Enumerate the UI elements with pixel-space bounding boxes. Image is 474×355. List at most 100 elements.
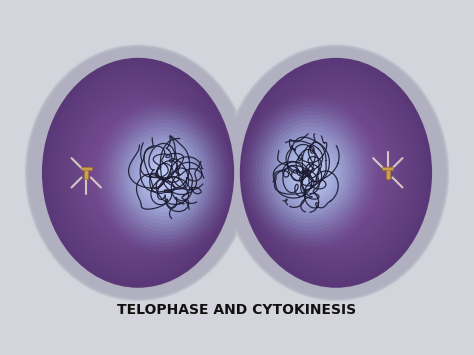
Ellipse shape: [29, 48, 247, 297]
Ellipse shape: [225, 47, 447, 299]
Ellipse shape: [243, 61, 429, 284]
Ellipse shape: [270, 94, 402, 252]
Ellipse shape: [80, 103, 196, 242]
Ellipse shape: [286, 113, 386, 233]
Ellipse shape: [254, 74, 419, 272]
Ellipse shape: [289, 149, 330, 196]
Ellipse shape: [158, 170, 171, 185]
Ellipse shape: [292, 120, 380, 226]
Ellipse shape: [27, 47, 249, 299]
Ellipse shape: [308, 139, 364, 206]
Ellipse shape: [316, 149, 356, 197]
Ellipse shape: [55, 74, 220, 272]
Ellipse shape: [281, 106, 391, 239]
Ellipse shape: [94, 120, 182, 226]
Ellipse shape: [262, 119, 357, 227]
Ellipse shape: [275, 100, 397, 245]
Ellipse shape: [251, 71, 421, 275]
Ellipse shape: [102, 130, 174, 216]
Ellipse shape: [72, 94, 204, 252]
Ellipse shape: [124, 131, 205, 224]
Ellipse shape: [262, 84, 410, 262]
Ellipse shape: [97, 100, 232, 255]
Ellipse shape: [103, 108, 226, 247]
Ellipse shape: [110, 116, 219, 239]
Ellipse shape: [144, 154, 185, 201]
Ellipse shape: [297, 126, 375, 219]
Text: TELOPHASE AND CYTOKINESIS: TELOPHASE AND CYTOKINESIS: [118, 303, 356, 317]
Ellipse shape: [154, 166, 174, 189]
Ellipse shape: [96, 123, 180, 223]
Ellipse shape: [118, 149, 158, 197]
Ellipse shape: [147, 158, 182, 197]
Ellipse shape: [245, 64, 427, 281]
Ellipse shape: [110, 139, 166, 206]
Ellipse shape: [278, 103, 394, 242]
Ellipse shape: [300, 161, 320, 184]
Bar: [84, 166, 88, 179]
Ellipse shape: [319, 152, 353, 193]
Ellipse shape: [292, 153, 327, 192]
Ellipse shape: [66, 87, 210, 258]
Ellipse shape: [64, 84, 212, 262]
Ellipse shape: [302, 133, 369, 213]
Ellipse shape: [279, 138, 340, 208]
Ellipse shape: [276, 134, 344, 212]
Ellipse shape: [74, 97, 201, 248]
Ellipse shape: [100, 104, 229, 251]
Ellipse shape: [61, 81, 215, 265]
Ellipse shape: [105, 133, 172, 213]
Ellipse shape: [107, 112, 222, 243]
Ellipse shape: [161, 174, 168, 181]
Ellipse shape: [303, 165, 316, 180]
Ellipse shape: [242, 95, 377, 250]
Ellipse shape: [252, 107, 367, 239]
Ellipse shape: [264, 87, 408, 258]
Ellipse shape: [289, 116, 383, 229]
Ellipse shape: [283, 110, 389, 236]
Ellipse shape: [121, 152, 155, 193]
Ellipse shape: [107, 136, 169, 209]
Ellipse shape: [256, 77, 416, 268]
Ellipse shape: [313, 146, 358, 200]
Ellipse shape: [141, 151, 188, 204]
Ellipse shape: [77, 100, 199, 245]
Ellipse shape: [53, 71, 223, 275]
Ellipse shape: [42, 58, 234, 288]
Ellipse shape: [47, 64, 229, 281]
Ellipse shape: [294, 123, 378, 223]
Ellipse shape: [45, 61, 231, 284]
Ellipse shape: [286, 146, 333, 200]
Ellipse shape: [300, 130, 372, 216]
Ellipse shape: [151, 162, 178, 193]
Ellipse shape: [272, 130, 347, 215]
Ellipse shape: [127, 135, 202, 220]
Ellipse shape: [69, 91, 207, 255]
Ellipse shape: [113, 142, 164, 203]
Ellipse shape: [58, 77, 218, 268]
Ellipse shape: [116, 146, 161, 200]
Ellipse shape: [120, 127, 209, 228]
Ellipse shape: [273, 97, 400, 248]
Ellipse shape: [83, 106, 193, 239]
Ellipse shape: [269, 126, 350, 219]
Ellipse shape: [50, 67, 226, 278]
Ellipse shape: [227, 48, 445, 297]
Ellipse shape: [114, 120, 215, 235]
Ellipse shape: [130, 139, 198, 216]
Ellipse shape: [223, 45, 449, 301]
Ellipse shape: [91, 116, 185, 229]
Ellipse shape: [25, 45, 251, 301]
Ellipse shape: [85, 110, 191, 236]
Bar: [382, 166, 393, 170]
Ellipse shape: [26, 45, 250, 300]
Ellipse shape: [310, 142, 361, 203]
Ellipse shape: [99, 126, 177, 219]
Ellipse shape: [267, 91, 405, 255]
Ellipse shape: [134, 143, 195, 212]
Ellipse shape: [88, 113, 188, 233]
Ellipse shape: [259, 115, 360, 231]
Ellipse shape: [240, 58, 432, 288]
Ellipse shape: [265, 122, 354, 223]
Ellipse shape: [248, 103, 371, 242]
